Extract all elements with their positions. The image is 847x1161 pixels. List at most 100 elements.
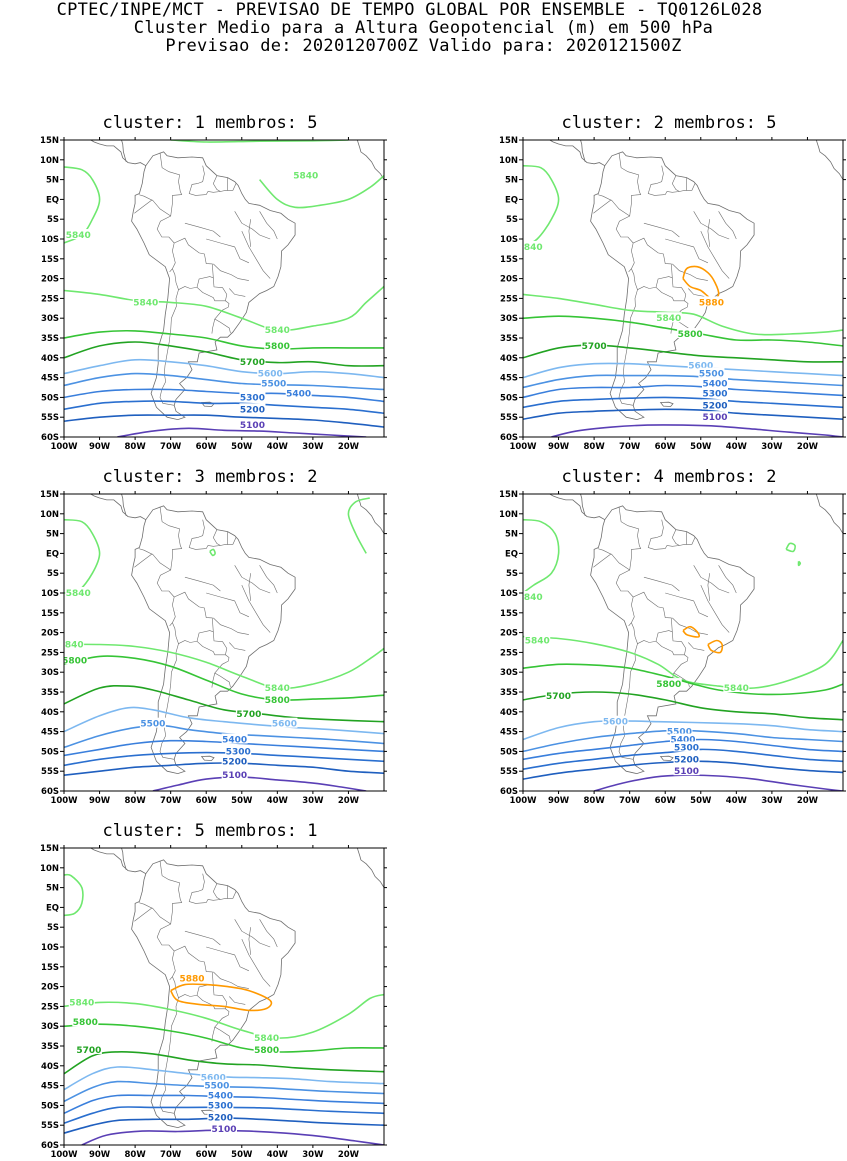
- contour-label: 5840: [66, 589, 91, 599]
- country-border: [206, 592, 250, 618]
- map-frame: [63, 139, 385, 438]
- lat-tick-label: 50S: [41, 393, 59, 403]
- contour-label: 5100: [222, 771, 247, 781]
- coastline: [600, 481, 607, 483]
- lon-tick-label: 40W: [267, 796, 289, 806]
- lat-tick-label: 60S: [41, 787, 59, 797]
- map-frame: [522, 493, 844, 792]
- coastline: [578, 462, 615, 474]
- country-border: [688, 642, 705, 651]
- contour-label: 5840: [724, 684, 749, 694]
- lat-tick-label: 60S: [500, 433, 518, 443]
- country-border: [188, 165, 237, 196]
- contour-5840: [347, 497, 370, 554]
- contour-label-bg: [200, 1071, 227, 1082]
- coastline: [590, 505, 755, 775]
- lat-tick-label: 55S: [41, 1121, 59, 1131]
- contour-label-bg: [673, 753, 700, 764]
- country-border: [248, 573, 251, 601]
- lat-tick-label: 55S: [500, 413, 518, 423]
- contour-5700: [523, 691, 843, 721]
- coastline: [600, 127, 607, 129]
- contour-5880: [682, 625, 700, 638]
- contour-label-bg: [239, 403, 266, 414]
- lon-tick-label: 90W: [89, 796, 111, 806]
- map-content: 5880 5840 5800 5700 5840 5800 5600550054005300…: [64, 829, 384, 1145]
- coastline: [119, 462, 156, 474]
- contour-label-bg: [75, 1043, 102, 1054]
- cluster-title: cluster: 4 membros: 2: [561, 467, 777, 487]
- country-border: [211, 672, 216, 688]
- lat-tick-label: 30S: [500, 668, 518, 678]
- country-border: [184, 930, 221, 946]
- coastline: [356, 494, 384, 534]
- lon-tick-label: 70W: [619, 442, 641, 452]
- lon-tick-label: 40W: [726, 442, 748, 452]
- contour-label: 5500: [699, 370, 724, 380]
- map-content: 5840 5840 5800 5840 5800 5700 5600 5500 54005300…: [64, 462, 384, 791]
- contour-label-bg: [64, 654, 88, 665]
- cluster-panel-2: cluster: 2 membros: 5 5840 5880 5840 5800 57…: [479, 113, 847, 453]
- coastline: [640, 480, 646, 482]
- lat-tick-label: 35S: [41, 1042, 59, 1052]
- cluster-title: cluster: 3 membros: 2: [102, 467, 318, 487]
- contour-5100: [117, 427, 367, 437]
- lon-tick-label: 60W: [196, 1150, 218, 1160]
- contour-label: 5700: [546, 692, 571, 702]
- contour-label: 5840: [265, 326, 290, 336]
- contour-label: 5880: [699, 298, 724, 308]
- contour-label: 5600: [201, 1074, 226, 1084]
- contour-label: 5840: [133, 298, 158, 308]
- coastline: [181, 480, 187, 482]
- contour-label: 5840: [518, 243, 543, 253]
- country-border: [138, 152, 183, 217]
- contour-5100: [593, 774, 843, 791]
- coastline: [590, 151, 755, 421]
- coastline: [121, 140, 127, 162]
- coastline: [90, 848, 146, 875]
- contour-label: 5800: [265, 696, 290, 706]
- contour-label: 5700: [582, 342, 607, 352]
- contour-label: 5500: [261, 380, 286, 390]
- contour-label-bg: [264, 682, 291, 693]
- contour-label-bg: [239, 355, 266, 366]
- contour-5600: [523, 362, 843, 379]
- coastline: [815, 140, 843, 180]
- contour-label: 5300: [674, 743, 699, 753]
- country-border: [159, 643, 179, 760]
- lon-tick-label: 20W: [797, 442, 819, 452]
- contour-label: 5840: [69, 998, 94, 1008]
- country-border: [156, 923, 176, 981]
- lat-tick-label: 40S: [41, 354, 59, 364]
- contour-5400: [64, 388, 384, 403]
- map-frame: [63, 493, 385, 792]
- contour-label-bg: [221, 769, 248, 780]
- contour-5840: [523, 635, 843, 690]
- contour-5840: [64, 518, 101, 594]
- coastline: [659, 755, 674, 761]
- lat-tick-label: 15S: [500, 255, 518, 265]
- coastline: [640, 126, 646, 128]
- contour-label: 5700: [76, 1046, 101, 1056]
- lon-tick-label: 40W: [726, 796, 748, 806]
- country-border: [138, 860, 183, 925]
- lat-tick-label: 30S: [500, 314, 518, 324]
- forecast-dates: Previsao de: 2020120700Z Valido para: 20…: [165, 36, 682, 56]
- coastline: [155, 829, 176, 836]
- contour-lines: [64, 497, 384, 791]
- country-border: [229, 642, 246, 651]
- lat-tick-label: 15S: [500, 609, 518, 619]
- lon-tick-label: 40W: [267, 1150, 289, 1160]
- contour-label-bg: [673, 765, 700, 776]
- country-border: [196, 631, 228, 656]
- contour-5840: [64, 643, 384, 690]
- country-border: [259, 565, 278, 594]
- contour-label-bg: [702, 377, 728, 388]
- lat-tick-label: 5N: [505, 176, 518, 186]
- lat-tick-label: 20S: [41, 983, 59, 993]
- lat-tick-label: EQ: [505, 195, 518, 205]
- country-border: [172, 591, 214, 645]
- contour-label-bg: [655, 678, 682, 689]
- country-border: [688, 288, 705, 297]
